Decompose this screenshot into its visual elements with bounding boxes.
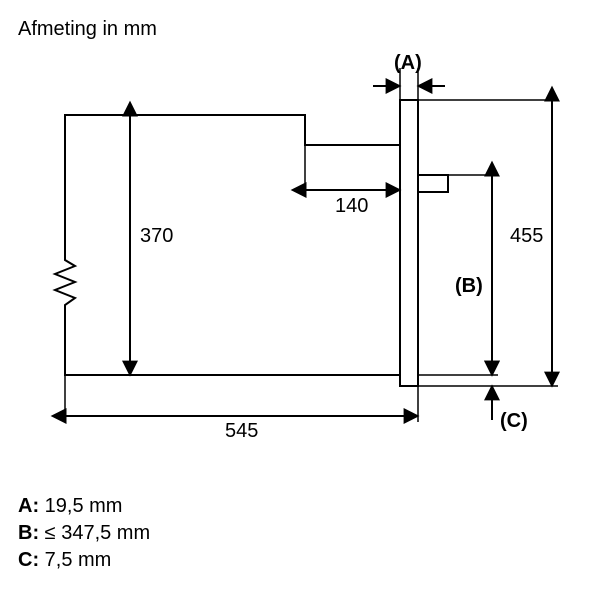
appliance-outline: [55, 115, 400, 375]
legend-C: C: 7,5 mm: [18, 549, 111, 572]
front-panel: [400, 100, 418, 386]
handle: [418, 175, 448, 192]
legend-A: A: 19,5 mm: [18, 495, 122, 518]
dim-value-545: 545: [225, 420, 258, 443]
dim-label-A: (A): [394, 52, 422, 75]
dim-value-455: 455: [510, 225, 543, 248]
dim-label-C: (C): [500, 410, 528, 433]
dim-value-140: 140: [335, 195, 368, 218]
dim-label-B: (B): [455, 275, 483, 298]
legend-B: B: ≤ 347,5 mm: [18, 522, 150, 545]
dim-value-370: 370: [140, 225, 173, 248]
page-title: Afmeting in mm: [18, 18, 157, 41]
